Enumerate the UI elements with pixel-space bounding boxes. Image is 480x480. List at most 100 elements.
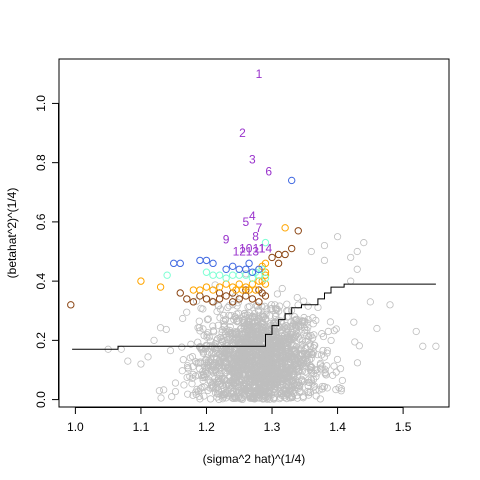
- cloud-point: [305, 389, 313, 397]
- cloud-point: [432, 342, 440, 350]
- cloud-point: [191, 372, 200, 380]
- cloud-point: [184, 365, 193, 373]
- cloud-point: [254, 302, 262, 310]
- cloud-point: [203, 331, 211, 339]
- cloud-point: [318, 363, 326, 371]
- cloud-point: [282, 338, 290, 346]
- cloud-point: [183, 308, 191, 316]
- cloud-point: [233, 373, 241, 381]
- cloud-point: [318, 382, 326, 391]
- cloud-point: [353, 247, 361, 256]
- cloud-point: [157, 394, 165, 402]
- cloud-point: [204, 386, 212, 395]
- cloud-point: [150, 336, 158, 344]
- cloud-point: [286, 323, 294, 331]
- rank-label: 14: [259, 242, 273, 256]
- cloud-point: [166, 346, 175, 355]
- cloud-point: [304, 323, 312, 331]
- cloud-point: [276, 302, 284, 310]
- cloud-point: [220, 311, 228, 320]
- series-0-point: [209, 298, 217, 306]
- cloud-point: [272, 327, 280, 335]
- cloud-point: [205, 333, 213, 341]
- cloud-point: [336, 365, 345, 373]
- series-1-point: [137, 277, 145, 285]
- cloud-point: [309, 314, 317, 322]
- series-0-point: [287, 244, 296, 253]
- cloud-point: [202, 367, 210, 375]
- cloud-point: [232, 334, 240, 342]
- series-0-point: [189, 298, 198, 306]
- cloud-point: [256, 377, 264, 385]
- rank-label: 9: [223, 233, 230, 247]
- cloud-point: [291, 347, 300, 356]
- cloud-point: [183, 373, 191, 381]
- cloud-point: [277, 389, 286, 397]
- cloud-point: [259, 360, 268, 369]
- cloud-point: [412, 327, 420, 336]
- series-3-point: [242, 265, 250, 273]
- cloud-point: [318, 385, 326, 393]
- cloud-point: [323, 347, 332, 355]
- cloud-point: [188, 380, 196, 388]
- cloud-point: [267, 301, 276, 309]
- series-1-point: [189, 286, 198, 294]
- cloud-point: [295, 323, 303, 331]
- cloud-point: [297, 350, 306, 358]
- cloud-point: [273, 376, 281, 385]
- cloud-point: [261, 377, 269, 385]
- series-3-point: [222, 265, 230, 273]
- cloud-point: [260, 347, 269, 356]
- cloud-point: [187, 340, 195, 348]
- cloud-point: [279, 387, 287, 395]
- cloud-point: [155, 387, 163, 395]
- series-0-point: [294, 227, 302, 235]
- cloud-point: [217, 342, 225, 350]
- cloud-point: [324, 327, 332, 336]
- series-1-point: [261, 259, 270, 268]
- cloud-point: [271, 336, 279, 344]
- series-1-point: [215, 283, 224, 291]
- series-0-point: [261, 292, 270, 300]
- cloud-point: [229, 374, 238, 382]
- cloud-point: [319, 346, 327, 355]
- cloud-point: [288, 384, 297, 392]
- cloud-point: [243, 386, 251, 394]
- cloud-point: [209, 322, 217, 330]
- x-tick-label: 1.4: [329, 420, 346, 434]
- cloud-point: [360, 239, 368, 247]
- series-2-point: [202, 268, 211, 276]
- cloud-point: [220, 320, 228, 328]
- cloud-point: [198, 383, 206, 392]
- cloud-point: [313, 351, 322, 359]
- cloud-point: [239, 312, 248, 320]
- series-1-point: [281, 224, 289, 232]
- cloud-point: [302, 337, 310, 345]
- series-2-point: [215, 271, 224, 279]
- cloud-point: [303, 326, 311, 334]
- series-2-point: [261, 274, 270, 282]
- cloud-point: [204, 315, 212, 323]
- cloud-point: [238, 393, 246, 402]
- cloud-point: [162, 325, 170, 334]
- cloud-point: [270, 355, 278, 363]
- x-axis: 1.0 1.1 1.2 1.3 1.4 1.5: [67, 407, 412, 434]
- cloud-point: [178, 343, 186, 351]
- cloud-point: [321, 368, 329, 377]
- cloud-point: [291, 313, 299, 321]
- cloud-point: [293, 293, 301, 302]
- cloud-point: [222, 315, 230, 324]
- cloud-point: [255, 351, 263, 359]
- cloud-point: [282, 321, 290, 330]
- cloud-point: [262, 310, 270, 318]
- cloud-point: [124, 357, 132, 365]
- cloud-point: [212, 356, 220, 364]
- cloud-point: [273, 323, 281, 331]
- cloud-point: [373, 324, 381, 333]
- cloud-point: [272, 331, 281, 339]
- cloud-point: [256, 341, 264, 349]
- cloud-point: [220, 384, 228, 392]
- cloud-point: [251, 373, 260, 381]
- series-1-point: [232, 286, 240, 294]
- cloud-point: [266, 367, 274, 375]
